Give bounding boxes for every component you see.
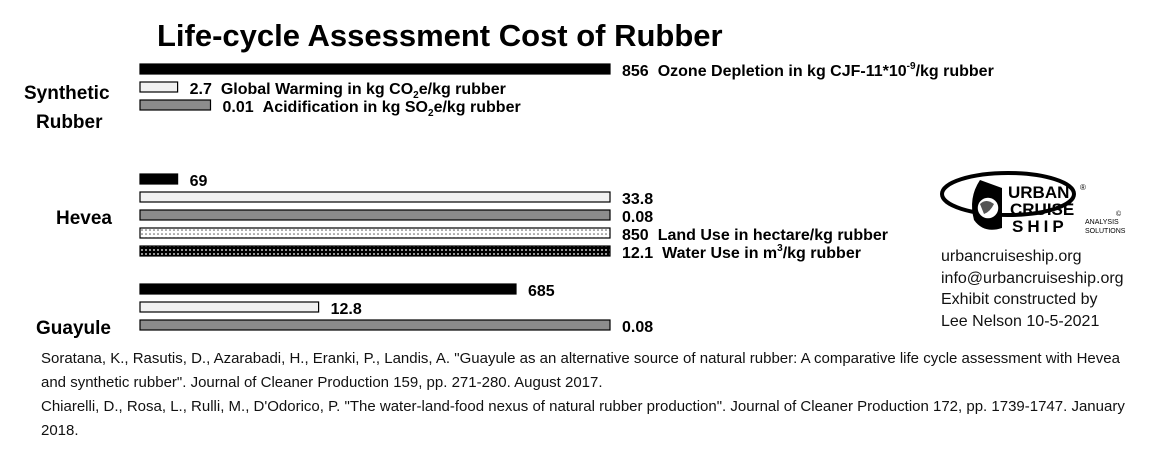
value-label: 12.1: [622, 245, 653, 262]
logo-sub-1: ANALYSIS: [1085, 219, 1119, 226]
info-block: urbancruiseship.org info@urbancruiseship…: [941, 246, 1124, 332]
logo-word-1: URBAN: [1008, 183, 1069, 202]
bar-guayule-ozone-depletion: [139, 283, 517, 295]
registered-mark: ®: [1080, 183, 1086, 192]
bar-hevea-water-use: [139, 245, 611, 257]
group-label-1: Hevea: [56, 208, 112, 229]
group-label-2: Guayule: [36, 318, 111, 339]
bar-hevea-land-use: [139, 227, 611, 239]
value-label: 2.7: [190, 81, 212, 98]
bar-hevea-acidification: [139, 209, 611, 221]
logo-word-3: SHIP: [1012, 217, 1068, 236]
website-link[interactable]: urbancruiseship.org: [941, 248, 1082, 265]
reference-1: Soratana, K., Rasutis, D., Azarabadi, H.…: [41, 350, 1120, 391]
bars-layer: 856 Ozone Depletion in kg CJF-11*10-9/kg …: [139, 61, 994, 336]
logo-word-2: CRUISE: [1010, 200, 1074, 219]
metric-annotation: Acidification in kg SO2e/kg rubber: [263, 99, 521, 119]
value-label: 0.01: [223, 99, 254, 116]
logo-sub-2: SOLUTIONS: [1085, 228, 1126, 235]
value-label: 856: [622, 63, 649, 80]
metric-annotation: Water Use in m3/kg rubber: [662, 243, 861, 262]
value-label: 850: [622, 227, 649, 244]
credit-line-1: Exhibit constructed by: [941, 291, 1098, 308]
chart-title: Life-cycle Assessment Cost of Rubber: [157, 18, 723, 53]
credit-line-2: Lee Nelson 10-5-2021: [941, 312, 1100, 330]
metric-annotation: Ozone Depletion in kg CJF-11*10-9/kg rub…: [658, 61, 994, 80]
value-label: 69: [190, 173, 208, 190]
chart-area: Life-cycle Assessment Cost of Rubber 856…: [24, 18, 994, 339]
bar-hevea-ozone-depletion: [139, 173, 179, 185]
group-label-0-1: Rubber: [36, 112, 103, 133]
reference-2: Chiarelli, D., Rosa, L., Rulli, M., D'Od…: [41, 398, 1125, 439]
value-label: 12.8: [331, 301, 362, 318]
references: Soratana, K., Rasutis, D., Azarabadi, H.…: [41, 347, 1141, 443]
urban-cruise-ship-logo: URBAN CRUISE SHIP ANALYSIS SOLUTIONS ® ©: [940, 168, 1130, 240]
copyright-mark: ©: [1116, 210, 1122, 218]
email-link[interactable]: info@urbancruiseship.org: [941, 269, 1124, 287]
metric-annotation: Global Warming in kg CO2e/kg rubber: [221, 81, 506, 101]
bar-guayule-acidification: [139, 319, 611, 331]
bar-synthetic-rubber-acidification: [139, 99, 212, 111]
bar-guayule-global-warming: [139, 301, 320, 313]
bar-hevea-global-warming: [139, 191, 611, 203]
value-label: 0.08: [622, 319, 653, 336]
value-label: 33.8: [622, 191, 653, 208]
group-label-0-0: Synthetic: [24, 83, 110, 104]
bar-synthetic-rubber-global-warming: [139, 81, 179, 93]
metric-annotation: Land Use in hectare/kg rubber: [658, 227, 888, 244]
value-label: 685: [528, 283, 555, 300]
logo-graphic: URBAN CRUISE SHIP ANALYSIS SOLUTIONS ® ©: [940, 171, 1126, 236]
value-label: 0.08: [622, 209, 653, 226]
bar-synthetic-rubber-ozone-depletion: [139, 63, 611, 75]
